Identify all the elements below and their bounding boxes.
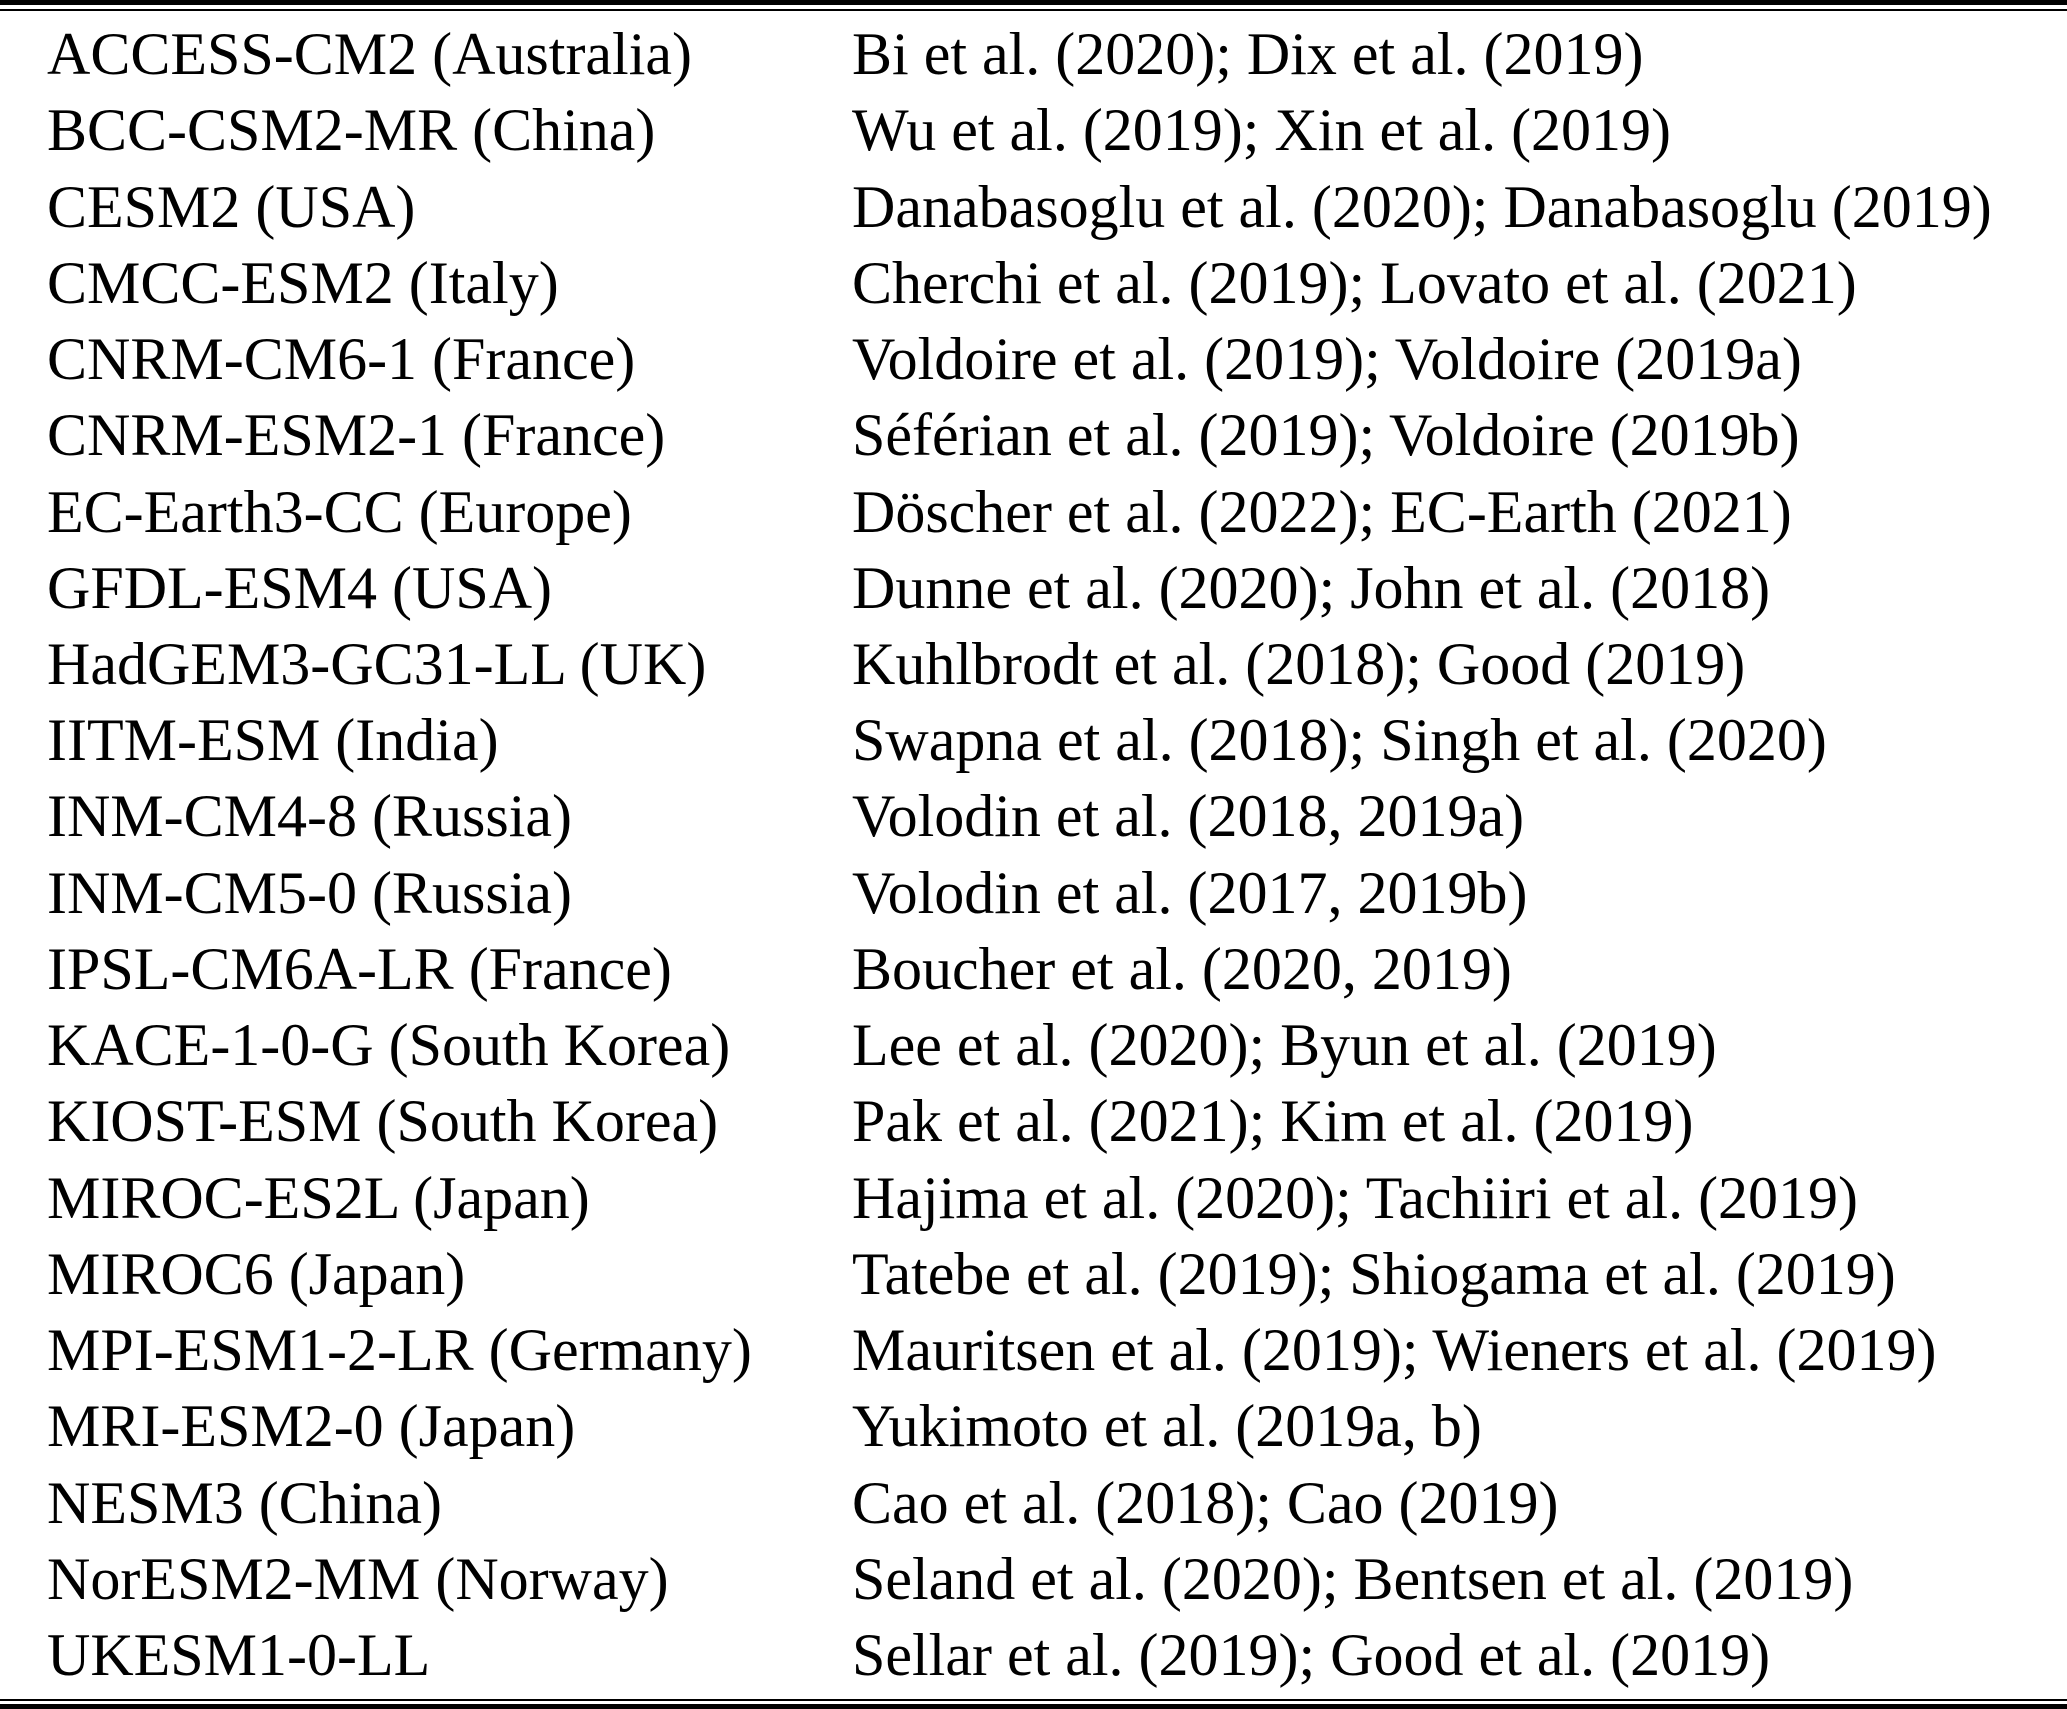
table-row: MIROC-ES2L (Japan) Hajima et al. (2020);… xyxy=(47,1160,2051,1236)
table-row: CESM2 (USA) Danabasoglu et al. (2020); D… xyxy=(47,168,2051,244)
references-cell: Kuhlbrodt et al. (2018); Good (2019) xyxy=(852,630,1746,697)
references-cell: Swapna et al. (2018); Singh et al. (2020… xyxy=(852,707,1827,774)
model-cell: BCC-CSM2-MR (China) xyxy=(47,97,656,164)
model-cell: NorESM2-MM (Norway) xyxy=(47,1545,669,1612)
table-row: INM-CM4-8 (Russia) Volodin et al. (2018,… xyxy=(47,778,2051,854)
table-row: KACE-1-0-G (South Korea) Lee et al. (202… xyxy=(47,1007,2051,1083)
table-row: KIOST-ESM (South Korea) Pak et al. (2021… xyxy=(47,1083,2051,1159)
model-cell: IPSL-CM6A-LR (France) xyxy=(47,935,672,1002)
model-cell: ACCESS-CM2 (Australia) xyxy=(47,21,692,88)
references-cell: Danabasoglu et al. (2020); Danabasoglu (… xyxy=(852,173,1992,240)
references-cell: Wu et al. (2019); Xin et al. (2019) xyxy=(852,97,1672,164)
references-cell: Volodin et al. (2018, 2019a) xyxy=(852,783,1525,850)
table-row: NESM3 (China) Cao et al. (2018); Cao (20… xyxy=(47,1464,2051,1540)
model-cell: UKESM1-0-LL xyxy=(47,1622,431,1689)
model-references-table: ACCESS-CM2 (Australia) Bi et al. (2020);… xyxy=(47,16,2051,1693)
table-row: IPSL-CM6A-LR (France) Boucher et al. (20… xyxy=(47,931,2051,1007)
bottom-rule-thin xyxy=(0,1699,2067,1701)
model-cell: KIOST-ESM (South Korea) xyxy=(47,1088,719,1155)
references-cell: Hajima et al. (2020); Tachiiri et al. (2… xyxy=(852,1164,1859,1231)
table-row: CNRM-CM6-1 (France) Voldoire et al. (201… xyxy=(47,321,2051,397)
bottom-rule-thick xyxy=(0,1704,2067,1709)
table-row: MPI-ESM1-2-LR (Germany) Mauritsen et al.… xyxy=(47,1312,2051,1388)
model-cell: CESM2 (USA) xyxy=(47,173,416,240)
model-cell: KACE-1-0-G (South Korea) xyxy=(47,1012,731,1079)
references-cell: Tatebe et al. (2019); Shiogama et al. (2… xyxy=(852,1240,1896,1307)
model-cell: CMCC-ESM2 (Italy) xyxy=(47,249,559,316)
table-row: MRI-ESM2-0 (Japan) Yukimoto et al. (2019… xyxy=(47,1388,2051,1464)
table-row: EC-Earth3-CC (Europe) Döscher et al. (20… xyxy=(47,473,2051,549)
model-cell: MRI-ESM2-0 (Japan) xyxy=(47,1393,576,1460)
references-cell: Bi et al. (2020); Dix et al. (2019) xyxy=(852,21,1644,88)
table-row: CMCC-ESM2 (Italy) Cherchi et al. (2019);… xyxy=(47,245,2051,321)
model-cell: INM-CM5-0 (Russia) xyxy=(47,859,572,926)
references-cell: Seland et al. (2020); Bentsen et al. (20… xyxy=(852,1545,1854,1612)
model-cell: NESM3 (China) xyxy=(47,1469,442,1536)
references-cell: Volodin et al. (2017, 2019b) xyxy=(852,859,1528,926)
table-row: INM-CM5-0 (Russia) Volodin et al. (2017,… xyxy=(47,855,2051,931)
top-rule-thick xyxy=(0,0,2067,5)
references-cell: Yukimoto et al. (2019a, b) xyxy=(852,1393,1482,1460)
table-row: HadGEM3-GC31-LL (UK) Kuhlbrodt et al. (2… xyxy=(47,626,2051,702)
model-cell: CNRM-ESM2-1 (France) xyxy=(47,402,666,469)
model-cell: EC-Earth3-CC (Europe) xyxy=(47,478,632,545)
model-cell: INM-CM4-8 (Russia) xyxy=(47,783,572,850)
table-row: UKESM1-0-LL Sellar et al. (2019); Good e… xyxy=(47,1617,2051,1693)
references-cell: Pak et al. (2021); Kim et al. (2019) xyxy=(852,1088,1694,1155)
references-cell: Dunne et al. (2020); John et al. (2018) xyxy=(852,554,1771,621)
model-cell: HadGEM3-GC31-LL (UK) xyxy=(47,630,707,697)
model-cell: MPI-ESM1-2-LR (Germany) xyxy=(47,1317,752,1384)
references-cell: Döscher et al. (2022); EC-Earth (2021) xyxy=(852,478,1792,545)
references-cell: Séférian et al. (2019); Voldoire (2019b) xyxy=(852,402,1800,469)
table-row: IITM-ESM (India) Swapna et al. (2018); S… xyxy=(47,702,2051,778)
references-cell: Voldoire et al. (2019); Voldoire (2019a) xyxy=(852,326,1802,393)
model-cell: CNRM-CM6-1 (France) xyxy=(47,326,636,393)
table-row: CNRM-ESM2-1 (France) Séférian et al. (20… xyxy=(47,397,2051,473)
references-cell: Boucher et al. (2020, 2019) xyxy=(852,935,1512,1002)
top-rule-thin xyxy=(0,9,2067,11)
references-cell: Sellar et al. (2019); Good et al. (2019) xyxy=(852,1622,1771,1689)
table-row: NorESM2-MM (Norway) Seland et al. (2020)… xyxy=(47,1541,2051,1617)
model-cell: IITM-ESM (India) xyxy=(47,707,499,774)
references-cell: Mauritsen et al. (2019); Wieners et al. … xyxy=(852,1317,1937,1384)
model-cell: MIROC6 (Japan) xyxy=(47,1240,466,1307)
references-cell: Lee et al. (2020); Byun et al. (2019) xyxy=(852,1012,1717,1079)
model-cell: MIROC-ES2L (Japan) xyxy=(47,1164,590,1231)
table-row: BCC-CSM2-MR (China) Wu et al. (2019); Xi… xyxy=(47,92,2051,168)
model-cell: GFDL-ESM4 (USA) xyxy=(47,554,553,621)
references-cell: Cherchi et al. (2019); Lovato et al. (20… xyxy=(852,249,1857,316)
table-row: ACCESS-CM2 (Australia) Bi et al. (2020);… xyxy=(47,16,2051,92)
table-row: GFDL-ESM4 (USA) Dunne et al. (2020); Joh… xyxy=(47,550,2051,626)
table-row: MIROC6 (Japan) Tatebe et al. (2019); Shi… xyxy=(47,1236,2051,1312)
references-cell: Cao et al. (2018); Cao (2019) xyxy=(852,1469,1559,1536)
